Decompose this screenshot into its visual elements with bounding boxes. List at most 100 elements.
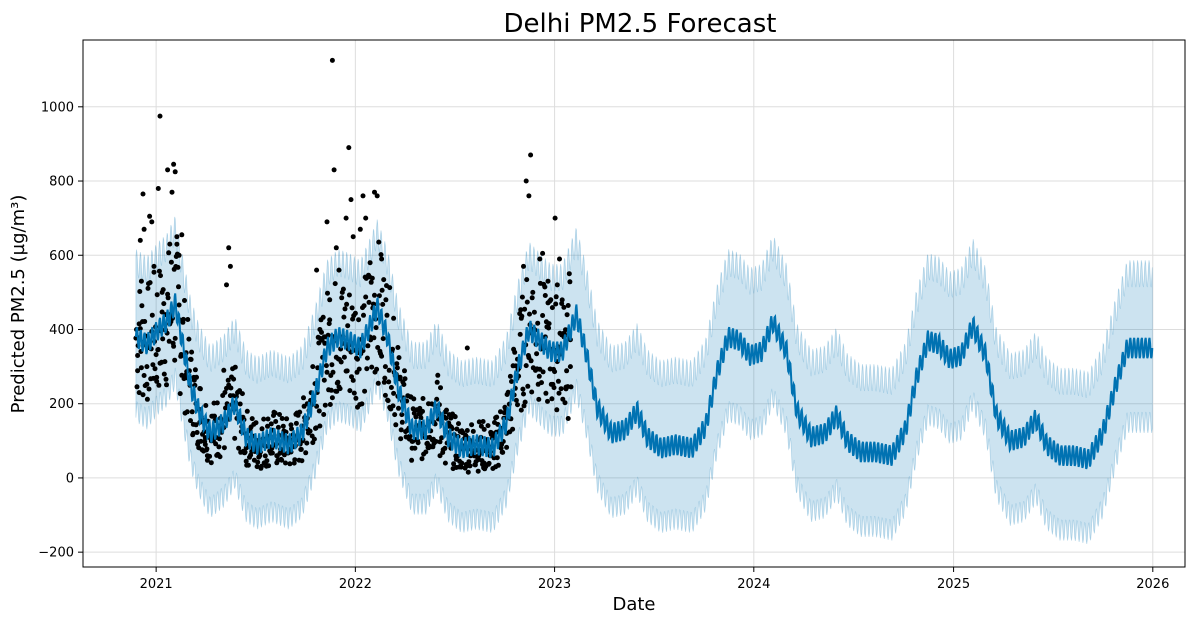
observed-point <box>316 340 322 346</box>
observed-point <box>327 317 333 323</box>
x-tick-label: 2022 <box>339 577 372 592</box>
observed-point <box>380 301 386 307</box>
observed-point <box>383 297 389 303</box>
observed-point <box>385 398 391 404</box>
observed-point <box>387 285 393 291</box>
observed-point <box>330 369 336 375</box>
observed-point <box>442 445 448 451</box>
observed-point <box>341 314 347 320</box>
observed-point <box>236 445 242 451</box>
observed-point <box>391 315 397 321</box>
observed-point <box>138 365 144 371</box>
observed-point <box>549 305 555 311</box>
observed-point <box>361 312 366 318</box>
observed-point <box>467 463 473 469</box>
observed-point <box>269 450 275 456</box>
observed-point <box>372 189 377 195</box>
observed-point <box>444 407 449 413</box>
observed-point <box>519 313 525 319</box>
observed-point <box>526 193 532 199</box>
observed-point <box>340 286 346 292</box>
observed-point <box>537 256 543 262</box>
observed-point <box>175 264 181 270</box>
observed-point <box>543 390 549 396</box>
observed-point <box>351 390 357 396</box>
observed-point <box>268 421 274 427</box>
observed-point <box>264 458 270 464</box>
observed-point <box>479 458 485 464</box>
y-tick-label: 400 <box>49 323 74 338</box>
observed-point <box>301 395 306 401</box>
observed-point <box>147 280 153 286</box>
observed-point <box>357 226 363 232</box>
observed-point <box>188 418 193 424</box>
observed-point <box>518 307 524 313</box>
observed-point <box>144 381 150 387</box>
observed-point <box>180 316 186 322</box>
observed-point <box>317 423 323 429</box>
observed-point <box>418 415 424 421</box>
observed-point <box>322 340 328 346</box>
observed-point <box>381 379 387 385</box>
observed-point <box>242 449 248 455</box>
observed-point <box>287 461 293 467</box>
observed-point <box>419 456 425 462</box>
observed-point <box>172 335 178 341</box>
observed-point <box>222 390 228 395</box>
observed-point <box>369 275 375 281</box>
observed-point <box>189 349 195 355</box>
observed-point <box>519 294 525 300</box>
observed-point <box>524 299 530 305</box>
observed-point <box>213 441 219 447</box>
observed-point <box>388 385 394 390</box>
observed-point <box>464 428 470 433</box>
observed-point <box>398 427 404 433</box>
observed-point <box>303 450 309 456</box>
observed-point <box>140 392 146 398</box>
observed-point <box>486 460 492 466</box>
observed-point <box>142 319 148 324</box>
observed-point <box>523 363 529 369</box>
observed-point <box>137 326 143 332</box>
observed-point <box>335 379 341 385</box>
observed-point <box>147 213 153 219</box>
observed-point <box>280 423 286 429</box>
observed-point <box>535 320 541 326</box>
observed-point <box>283 460 288 466</box>
observed-point <box>448 415 454 421</box>
observed-point <box>396 405 401 411</box>
observed-point <box>328 387 334 393</box>
observed-point <box>350 234 356 240</box>
observed-point <box>371 335 377 341</box>
observed-point <box>452 414 458 420</box>
observed-point <box>480 419 486 424</box>
observed-point <box>139 303 145 309</box>
y-tick-label: 600 <box>49 249 74 264</box>
observed-point <box>313 425 319 431</box>
observed-point <box>329 57 335 63</box>
observed-point <box>553 301 559 307</box>
observed-point <box>192 367 198 373</box>
observed-point <box>475 468 481 474</box>
observed-point <box>553 294 559 300</box>
observed-point <box>485 423 491 429</box>
x-tick-label: 2026 <box>1136 577 1169 592</box>
observed-point <box>341 354 347 360</box>
observed-point <box>556 390 562 396</box>
observed-point <box>379 256 385 262</box>
observed-point <box>165 167 171 173</box>
observed-point <box>353 395 359 401</box>
observed-point <box>197 386 203 392</box>
observed-point <box>410 406 416 412</box>
observed-point <box>356 317 362 323</box>
observed-point <box>565 303 571 308</box>
observed-point <box>528 152 534 158</box>
observed-point <box>171 343 177 349</box>
observed-point <box>336 267 342 273</box>
observed-point <box>409 457 415 463</box>
observed-point <box>564 312 570 318</box>
observed-point <box>517 331 523 337</box>
observed-point <box>529 389 535 395</box>
observed-point <box>530 289 536 295</box>
observed-point <box>545 398 550 404</box>
